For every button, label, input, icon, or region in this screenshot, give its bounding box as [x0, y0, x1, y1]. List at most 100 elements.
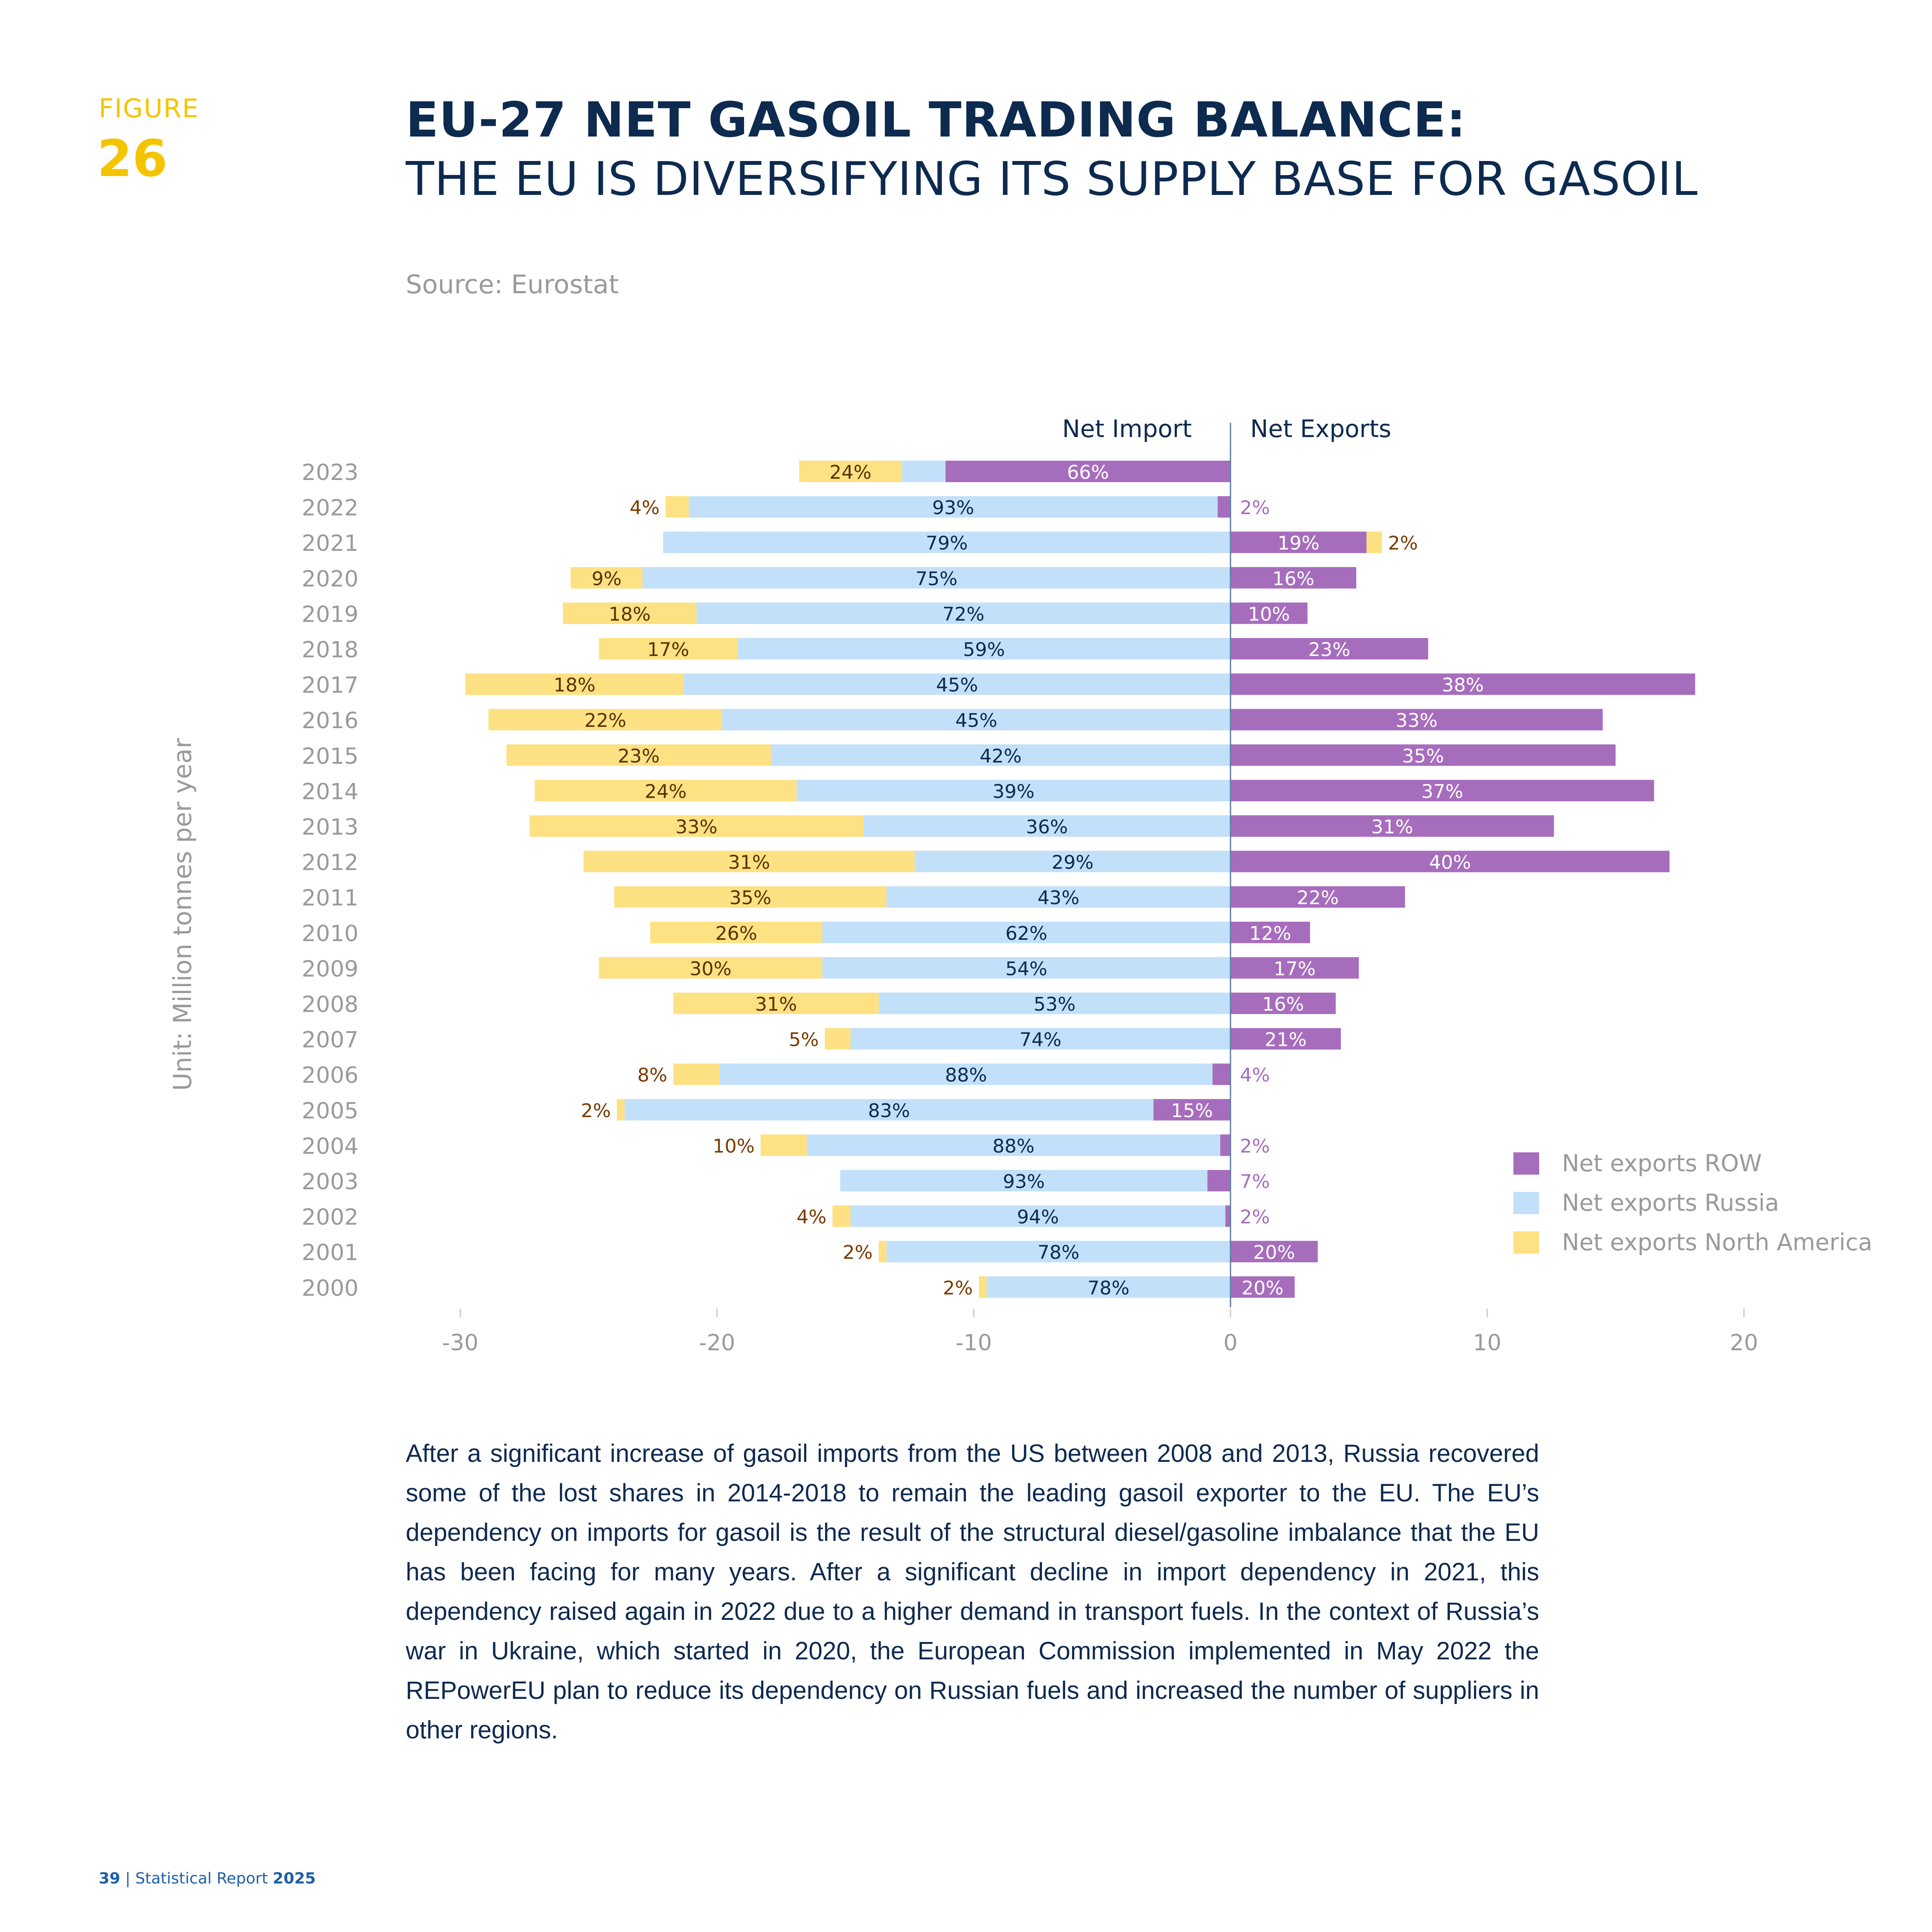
year-label: 2023	[302, 460, 358, 486]
bar-segment	[696, 602, 1230, 624]
legend-label: Net exports Russia	[1562, 1189, 1779, 1216]
bar-data-label: 74%	[1020, 1029, 1062, 1051]
page-number: 39	[99, 1870, 121, 1887]
bar-data-label: 5%	[789, 1029, 819, 1051]
bar-segment	[1230, 567, 1357, 589]
bar-data-label: 31%	[755, 993, 797, 1015]
bar-data-label: 36%	[1026, 816, 1068, 838]
bar-segment	[719, 1063, 1213, 1085]
bar-segment	[945, 461, 1230, 482]
bar-segment	[825, 1028, 851, 1050]
bar-segment	[642, 567, 1230, 589]
bar-segment	[1153, 1099, 1230, 1121]
legend-swatch	[1513, 1192, 1539, 1214]
x-tick-label: 10	[1473, 1330, 1501, 1356]
bar-data-label: 75%	[915, 568, 957, 590]
bar-data-label: 59%	[963, 639, 1005, 661]
bar-data-label: 17%	[1274, 958, 1316, 980]
bar-data-label: 8%	[638, 1064, 668, 1086]
bar-segment	[673, 993, 879, 1014]
bar-segment	[1218, 496, 1230, 518]
year-label: 2003	[302, 1169, 358, 1195]
bar-data-label: 54%	[1005, 958, 1048, 980]
bar-data-label: 31%	[1371, 816, 1413, 838]
bar-data-label: 4%	[630, 497, 660, 519]
bar-segment	[1220, 1134, 1230, 1156]
year-label: 2014	[302, 779, 358, 805]
chart-title: EU-27 NET GASOIL TRADING BALANCE:	[406, 92, 1466, 148]
bar-data-label: 16%	[1262, 993, 1304, 1015]
bar-segment	[529, 815, 863, 837]
bar-data-label: 78%	[1037, 1242, 1079, 1264]
bar-segment	[506, 744, 771, 766]
bar-data-label: 39%	[993, 781, 1035, 802]
bar-segment	[617, 1099, 625, 1121]
year-label: 2006	[302, 1063, 358, 1088]
bar-data-label: 29%	[1051, 852, 1094, 874]
bar-segment	[850, 1028, 1230, 1050]
bar-segment	[1230, 1241, 1318, 1263]
bar-segment	[771, 744, 1230, 766]
bar-data-label: 10%	[1248, 603, 1290, 625]
bar-data-label: 45%	[955, 710, 997, 732]
year-label: 2022	[302, 495, 358, 521]
year-label: 2001	[302, 1240, 358, 1266]
bar-data-label: 23%	[1308, 639, 1350, 661]
year-label: 2013	[302, 814, 358, 840]
page-footer: 39 | Statistical Report 2025	[99, 1870, 316, 1887]
bar-segment	[807, 1134, 1221, 1156]
year-label: 2009	[302, 956, 358, 982]
bar-data-label: 40%	[1429, 852, 1471, 874]
bar-segment	[571, 567, 643, 589]
year-label: 2010	[302, 921, 358, 947]
bar-data-label: 2%	[843, 1242, 873, 1264]
bar-data-label: 12%	[1249, 923, 1291, 945]
figure-label: FIGURE	[99, 94, 200, 124]
bar-segment	[1230, 673, 1695, 695]
bar-segment	[840, 1170, 1208, 1191]
bar-segment	[1230, 957, 1359, 979]
year-label: 2018	[302, 637, 358, 663]
bar-segment	[886, 886, 1230, 908]
bar-segment	[886, 1241, 1230, 1263]
bar-data-label: 93%	[932, 497, 974, 519]
footer-year: 2025	[273, 1870, 316, 1887]
figure-number: 26	[97, 129, 168, 188]
bar-segment	[822, 921, 1230, 943]
bar-data-label: 66%	[1067, 462, 1109, 483]
bar-data-label: 33%	[1396, 710, 1438, 732]
bar-segment	[902, 461, 946, 482]
bar-segment	[598, 638, 738, 659]
bar-segment	[1230, 921, 1310, 943]
x-tick-label: -10	[956, 1330, 992, 1356]
year-label: 2012	[302, 850, 358, 876]
bar-segment	[1230, 744, 1616, 766]
bar-data-label: 78%	[1088, 1277, 1130, 1299]
bar-data-label: 4%	[1240, 1064, 1270, 1086]
year-label: 2007	[302, 1027, 358, 1053]
bar-segment	[1230, 602, 1308, 624]
bar-segment	[1230, 886, 1405, 908]
bar-data-label: 62%	[1005, 923, 1048, 945]
bar-data-label: 42%	[980, 745, 1022, 767]
bar-data-label: 24%	[829, 462, 872, 483]
bar-segment	[665, 496, 689, 518]
bar-segment	[878, 1241, 887, 1263]
bar-data-label: 15%	[1171, 1100, 1213, 1122]
legend-swatch	[1513, 1231, 1539, 1254]
bar-segment	[683, 673, 1230, 695]
bar-segment	[624, 1099, 1154, 1121]
year-label: 2016	[302, 708, 358, 734]
bar-data-label: 7%	[1240, 1171, 1270, 1193]
bar-segment	[1230, 780, 1654, 802]
bar-segment	[663, 532, 1230, 553]
bar-segment	[799, 461, 902, 482]
chart: 202366%10%24%20222%93%4%202119%79%2%2020…	[302, 415, 1872, 1356]
bar-data-label: 38%	[1442, 674, 1484, 696]
bar-data-label: 2%	[1240, 497, 1270, 519]
bar-segment	[1225, 1205, 1230, 1227]
chart-subtitle: THE EU IS DIVERSIFYING ITS SUPPLY BASE F…	[406, 152, 1698, 206]
bar-segment	[878, 993, 1230, 1014]
bar-segment	[1366, 532, 1382, 553]
bar-data-label: 35%	[1402, 745, 1444, 767]
